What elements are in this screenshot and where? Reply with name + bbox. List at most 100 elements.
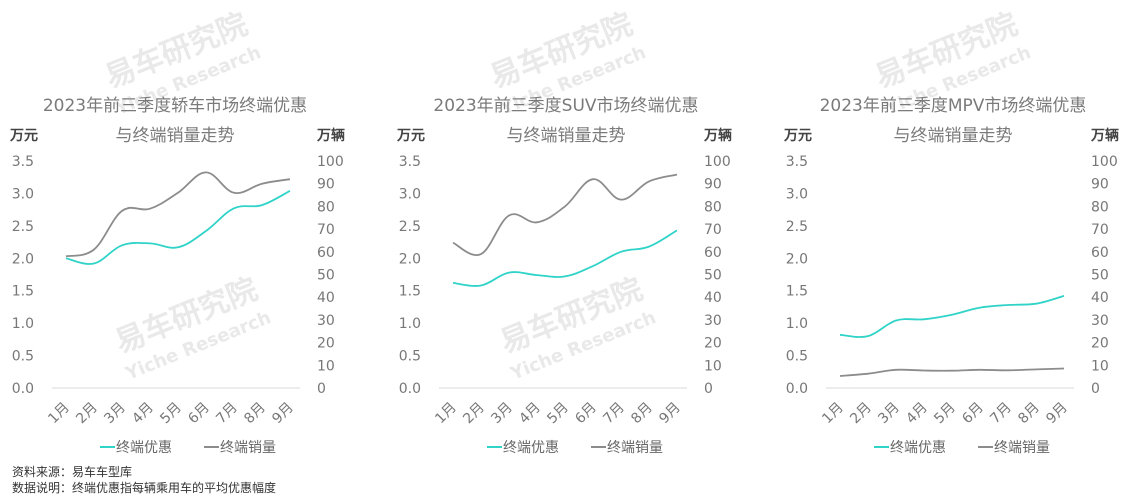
y-left-unit: 万元 [396,128,425,144]
x-tick: 4月 [516,400,544,428]
x-tick: 6月 [959,400,987,428]
y-right-unit: 万辆 [316,127,345,144]
footer-note: 数据说明：终端优惠指每辆乘用车的平均优惠幅度 [12,481,277,495]
x-tick: 2月 [460,400,488,428]
y-right-tick: 10 [1091,358,1109,374]
x-tick: 6月 [572,400,600,428]
y-right-tick: 70 [317,222,335,238]
y-right-tick: 50 [1091,268,1109,284]
x-tick: 1月 [819,400,847,428]
x-tick: 2月 [847,400,875,428]
y-left-tick: 3.0 [399,186,421,202]
y-left-tick: 2.5 [12,219,34,235]
legend-label: 终端销量 [994,440,1050,456]
y-left-tick: 3.5 [786,154,808,170]
y-right-tick: 80 [317,199,335,215]
legend-label: 终端销量 [220,440,276,456]
y-left-tick: 1.5 [399,284,421,300]
x-tick: 7月 [213,400,241,428]
y-right-tick: 20 [317,336,335,352]
y-left-tick: 2.0 [12,251,34,267]
y-right-tick: 80 [1091,199,1109,215]
x-tick: 3月 [101,400,129,428]
x-tick: 5月 [544,400,572,428]
x-tick: 8月 [241,400,269,428]
x-tick: 5月 [931,400,959,428]
y-right-tick: 40 [1091,290,1109,306]
chart-title: 2023年前三季度SUV市场终端优惠 [433,96,698,116]
y-right-tick: 10 [317,358,335,374]
y-right-tick: 40 [704,290,722,306]
y-left-unit: 万元 [783,128,812,144]
y-right-tick: 90 [317,177,335,193]
y-left-tick: 1.0 [12,316,34,332]
x-tick: 1月 [432,400,460,428]
y-right-tick: 20 [704,336,722,352]
x-tick: 3月 [875,400,903,428]
series-line [452,229,678,287]
y-right-tick: 30 [317,313,335,329]
y-right-tick: 30 [1091,313,1109,329]
y-left-tick: 3.5 [399,154,421,170]
y-left-tick: 2.5 [399,219,421,235]
chart-title: 2023年前三季度轿车市场终端优惠 [43,96,307,116]
y-right-tick: 50 [704,268,722,284]
y-left-tick: 0.5 [399,349,421,365]
chart-subtitle: 与终端销量走势 [116,126,235,146]
series-line [839,295,1065,338]
y-left-tick: 1.5 [12,284,34,300]
x-tick: 1月 [45,400,73,428]
y-right-tick: 70 [1091,222,1109,238]
y-right-unit: 万辆 [1090,127,1119,144]
x-tick: 8月 [628,400,656,428]
y-right-tick: 90 [704,177,722,193]
y-left-tick: 3.5 [12,154,34,170]
y-right-tick: 0 [317,381,326,397]
x-tick: 4月 [903,400,931,428]
y-right-tick: 100 [704,154,731,170]
y-right-tick: 30 [704,313,722,329]
y-left-tick: 0.5 [12,349,34,365]
y-left-tick: 1.5 [786,284,808,300]
x-tick: 6月 [185,400,213,428]
y-right-tick: 60 [704,245,722,261]
y-left-tick: 2.0 [786,251,808,267]
x-tick: 8月 [1015,400,1043,428]
y-right-tick: 100 [1091,154,1118,170]
y-left-tick: 1.0 [786,316,808,332]
series-line [839,367,1065,377]
y-left-tick: 1.0 [399,316,421,332]
x-tick: 3月 [488,400,516,428]
y-right-tick: 60 [317,245,335,261]
y-right-tick: 60 [1091,245,1109,261]
y-left-tick: 0.0 [786,381,808,397]
y-left-tick: 0.0 [12,381,34,397]
legend-label: 终端销量 [607,440,663,456]
y-left-tick: 2.0 [399,251,421,267]
footer-source: 资料来源：易车车型库 [12,465,133,479]
y-right-unit: 万辆 [703,127,732,144]
legend-label: 终端优惠 [890,440,946,456]
chart-subtitle: 与终端销量走势 [894,126,1013,146]
chart-title: 2023年前三季度MPV市场终端优惠 [820,96,1087,116]
y-left-tick: 3.0 [12,186,34,202]
y-right-tick: 70 [704,222,722,238]
y-right-tick: 0 [1091,381,1100,397]
chart-subtitle: 与终端销量走势 [507,126,626,146]
y-left-tick: 3.0 [786,186,808,202]
y-right-tick: 100 [317,154,344,170]
x-tick: 7月 [987,400,1015,428]
series-line [65,171,291,258]
y-right-tick: 40 [317,290,335,306]
series-line [452,173,678,256]
y-right-tick: 90 [1091,177,1109,193]
y-right-tick: 20 [1091,336,1109,352]
y-right-tick: 0 [704,381,713,397]
x-tick: 4月 [129,400,157,428]
y-left-unit: 万元 [9,128,38,144]
y-left-tick: 0.0 [399,381,421,397]
y-right-tick: 50 [317,268,335,284]
x-tick: 2月 [73,400,101,428]
x-tick: 9月 [1043,400,1071,428]
